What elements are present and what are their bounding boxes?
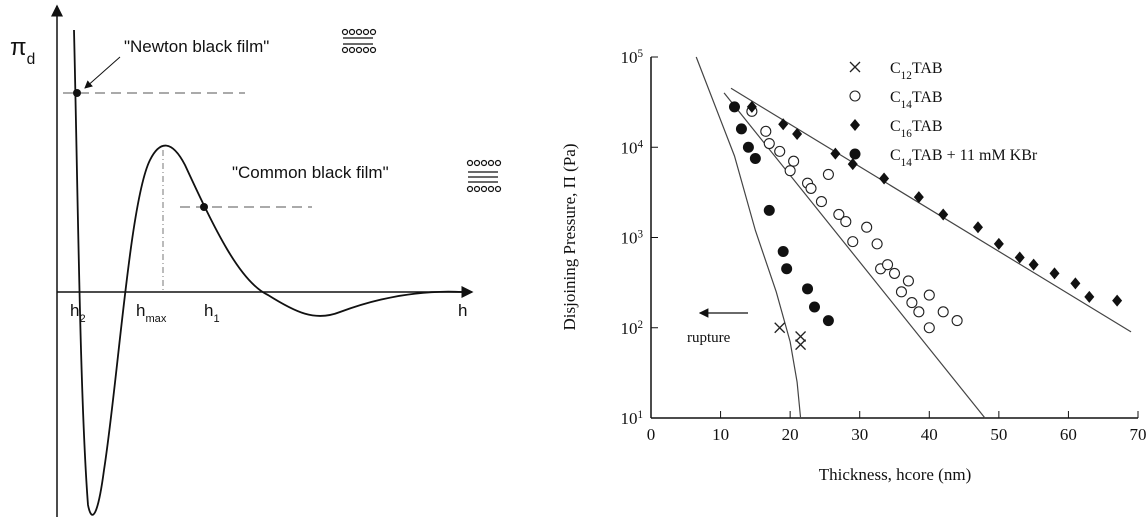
- molecule-icon: [466, 159, 502, 193]
- point: [200, 203, 208, 211]
- marker-open-circle: [923, 289, 935, 301]
- tick-label: hmax: [136, 301, 167, 325]
- fit-line: [695, 56, 802, 419]
- marker-filled-circle: [849, 148, 861, 160]
- annotation: "Common black film": [232, 163, 389, 182]
- marker-diamond: [1049, 267, 1060, 280]
- marker-diamond: [972, 221, 983, 234]
- tick-label: h: [458, 301, 467, 320]
- marker-diamond: [847, 158, 858, 171]
- annotation: rupture: [687, 330, 731, 346]
- y-axis-label: Disjoining Pressure, Π (Pa): [560, 144, 579, 331]
- x-axis-label: Thickness, hcore (nm): [819, 465, 971, 484]
- marker-open-circle: [784, 165, 796, 177]
- annotation: "Newton black film": [124, 37, 269, 56]
- y-tick-label: 102: [620, 319, 643, 338]
- marker-filled-circle: [777, 245, 789, 257]
- arrow: [84, 56, 121, 89]
- marker-x: [795, 331, 807, 342]
- marker-open-circle: [861, 221, 873, 233]
- marker-diamond: [938, 208, 949, 221]
- marker-diamond: [830, 147, 841, 160]
- marker-open-circle: [895, 286, 908, 298]
- left-diagram: πd "Newton black film" "Common black fil…: [10, 4, 502, 517]
- marker-diamond: [1028, 258, 1039, 271]
- marker-open-circle: [774, 145, 786, 157]
- marker-diamond: [1070, 277, 1081, 290]
- marker-open-circle: [847, 236, 859, 248]
- marker-x: [795, 339, 807, 351]
- marker-diamond: [1084, 290, 1095, 303]
- marker-open-circle: [951, 315, 963, 327]
- marker-filled-circle: [728, 101, 740, 113]
- point: [73, 89, 81, 97]
- marker-diamond: [1112, 294, 1123, 307]
- x-tick-label: 40: [921, 425, 938, 444]
- marker-diamond: [850, 119, 860, 131]
- marker-open-circle: [902, 275, 914, 287]
- marker-x: [849, 61, 861, 73]
- marker-diamond: [993, 237, 1004, 250]
- marker-filled-circle: [802, 283, 814, 295]
- marker-open-circle: [923, 322, 935, 334]
- marker-open-circle: [871, 238, 883, 250]
- marker-open-circle: [937, 306, 949, 318]
- marker-diamond: [879, 172, 890, 185]
- marker-diamond: [792, 128, 803, 141]
- marker-open-circle: [906, 297, 918, 309]
- fit-line: [723, 92, 986, 419]
- marker-open-circle: [815, 196, 828, 208]
- x-tick-label: 50: [990, 425, 1007, 444]
- marker-filled-circle: [781, 263, 793, 275]
- marker-open-circle: [763, 137, 775, 150]
- legend-label: C14TAB: [890, 89, 943, 111]
- marker-filled-circle: [763, 204, 775, 216]
- marker-open-circle: [833, 208, 845, 221]
- y-tick-label: 101: [620, 409, 643, 428]
- marker-open-circle: [849, 90, 861, 102]
- marker-open-circle: [888, 267, 901, 279]
- marker-filled-circle: [749, 153, 761, 165]
- y-label: πd: [10, 34, 35, 68]
- x-tick-label: 60: [1060, 425, 1077, 444]
- x-tick-label: 70: [1130, 425, 1147, 444]
- y-tick-label: 104: [620, 138, 643, 157]
- marker-diamond: [1014, 251, 1025, 264]
- marker-open-circle: [760, 125, 772, 137]
- x-tick-label: 20: [782, 425, 799, 444]
- tick-label: h2: [70, 301, 86, 325]
- y-tick-label: 105: [620, 48, 643, 67]
- marker-diamond: [778, 118, 789, 131]
- marker-filled-circle: [822, 315, 834, 327]
- x-tick-label: 0: [647, 425, 656, 444]
- legend-label: C14TAB + 11 mM KBr: [890, 147, 1038, 169]
- marker-filled-circle: [735, 123, 747, 135]
- x-tick-label: 10: [712, 425, 729, 444]
- marker-filled-circle: [742, 141, 754, 153]
- y-tick-label: 103: [620, 229, 643, 248]
- marker-open-circle: [805, 182, 817, 194]
- molecule-icon: [341, 28, 377, 54]
- marker-open-circle: [822, 168, 834, 180]
- right-chart: Disjoining Pressure, Π (Pa) Thickness, h…: [560, 48, 1147, 484]
- marker-diamond: [746, 100, 757, 113]
- marker-open-circle: [788, 155, 800, 167]
- marker-open-circle: [913, 306, 925, 318]
- marker-diamond: [913, 191, 924, 204]
- marker-open-circle: [840, 216, 852, 228]
- pressure-curve: [73, 29, 463, 516]
- tick-label: h1: [204, 301, 220, 325]
- legend-label: C12TAB: [890, 60, 943, 82]
- marker-x: [774, 322, 786, 334]
- x-tick-label: 30: [851, 425, 868, 444]
- marker-filled-circle: [808, 301, 820, 313]
- marker-open-circle: [881, 259, 894, 271]
- legend-label: C16TAB: [890, 118, 943, 140]
